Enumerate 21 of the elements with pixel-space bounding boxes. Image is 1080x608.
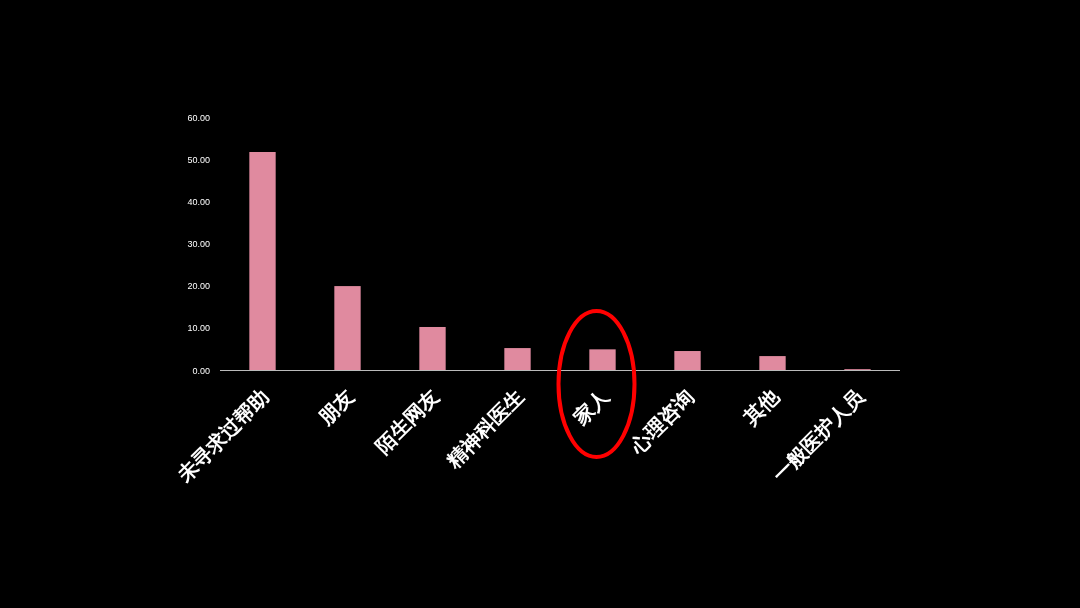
x-tick-label: 家人 [568, 384, 615, 430]
y-tick-label: 20.00 [187, 281, 210, 292]
x-tick-label: 其他 [738, 384, 785, 430]
y-tick-label: 30.00 [187, 239, 210, 249]
y-tick-label: 50.00 [187, 154, 210, 165]
x-tick-label: 精神科医生 [441, 385, 529, 473]
bar [504, 348, 531, 370]
bar [759, 356, 786, 370]
bar [334, 286, 361, 370]
x-tick-label: 朋友 [313, 385, 359, 430]
x-tick-label: 心理咨询 [625, 385, 699, 459]
y-tick-label: 40.00 [187, 196, 210, 207]
bar [589, 349, 616, 370]
bar [419, 326, 446, 370]
bar [249, 152, 276, 370]
y-tick-label: 60.00 [187, 112, 210, 123]
bar [674, 351, 701, 370]
x-tick-label: 陌生网友 [371, 385, 444, 458]
y-tick-label: 10.00 [187, 323, 210, 334]
y-tick-label: 0.00 [192, 365, 210, 376]
x-tick-label: 未寻求过帮助 [172, 385, 274, 487]
